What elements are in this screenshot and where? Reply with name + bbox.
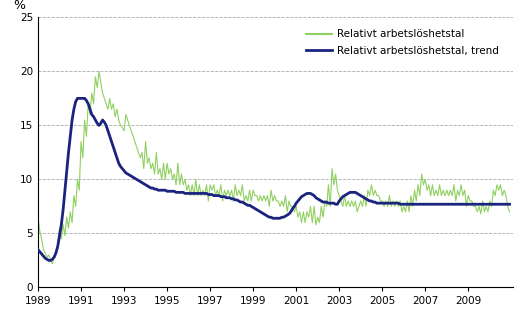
Legend: Relativt arbetslöshetstal, Relativt arbetslöshetstal, trend: Relativt arbetslöshetstal, Relativt arbe… [302, 25, 503, 60]
Y-axis label: %: % [13, 0, 25, 12]
